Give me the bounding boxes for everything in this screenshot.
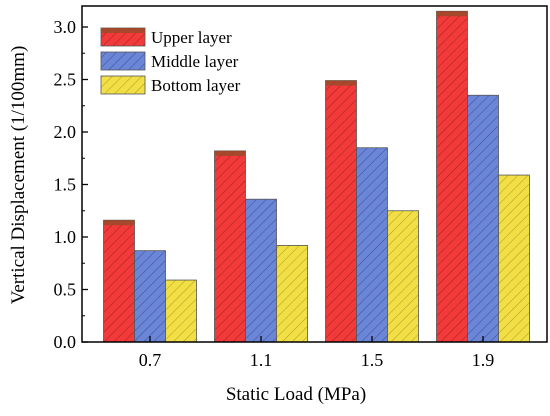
legend: Upper layer Middle layer Bottom layer bbox=[100, 27, 241, 95]
x-tick-label: 1.9 bbox=[472, 350, 495, 370]
bar-bottom-layer-0.7 bbox=[165, 279, 197, 343]
bar-bottom-layer-1.9 bbox=[498, 174, 530, 343]
bar-middle-layer-1.9 bbox=[467, 94, 499, 343]
bar-upper-layer-1.5 bbox=[325, 80, 357, 343]
bar-cap-0.7 bbox=[103, 220, 135, 226]
bar-bottom-layer-1.5 bbox=[387, 210, 419, 343]
y-tick-label: 0.0 bbox=[54, 332, 77, 352]
x-axis-title: Static Load (MPa) bbox=[226, 384, 366, 405]
bar-cap-1.5 bbox=[325, 80, 357, 86]
plot-frame bbox=[81, 5, 548, 343]
y-tick-label: 3.0 bbox=[54, 17, 77, 37]
bar-cap-1.9 bbox=[436, 11, 468, 17]
bar-middle-layer-1.1 bbox=[245, 198, 277, 343]
y-tick-label: 0.5 bbox=[54, 280, 77, 300]
legend-label-middle-layer: Middle layer bbox=[151, 52, 239, 71]
bar-upper-layer-1.1 bbox=[214, 150, 246, 343]
bar-cap-1.1 bbox=[214, 150, 246, 156]
y-axis-title: Vertical Displacement (1/100mm) bbox=[8, 46, 29, 305]
y-tick-label: 2.0 bbox=[54, 122, 77, 142]
bars-layer bbox=[103, 10, 530, 343]
legend-swatch-middle-layer bbox=[100, 51, 146, 71]
legend-label-upper-layer: Upper layer bbox=[151, 28, 232, 47]
y-tick-label: 2.5 bbox=[54, 70, 77, 90]
legend-swatch-bottom-layer bbox=[100, 75, 146, 95]
bar-middle-layer-0.7 bbox=[134, 250, 166, 343]
axes-layer: 0.0 0.5 1.0 1.5 2.0 2.5 3.0 0.7 1.1 1.5 1.9 bbox=[54, 5, 548, 370]
y-tick-label: 1.5 bbox=[54, 175, 77, 195]
bar-upper-layer-1.9 bbox=[436, 10, 468, 343]
x-tick-label: 0.7 bbox=[139, 350, 162, 370]
x-tick-label: 1.1 bbox=[250, 350, 273, 370]
bar-middle-layer-1.5 bbox=[356, 147, 388, 343]
legend-label-bottom-layer: Bottom layer bbox=[151, 76, 241, 95]
bar-bottom-layer-1.1 bbox=[276, 244, 308, 343]
legend-swatch-cap bbox=[101, 28, 145, 33]
y-tick-label: 1.0 bbox=[54, 227, 77, 247]
x-tick-label: 1.5 bbox=[361, 350, 384, 370]
bar-upper-layer-0.7 bbox=[103, 219, 135, 343]
